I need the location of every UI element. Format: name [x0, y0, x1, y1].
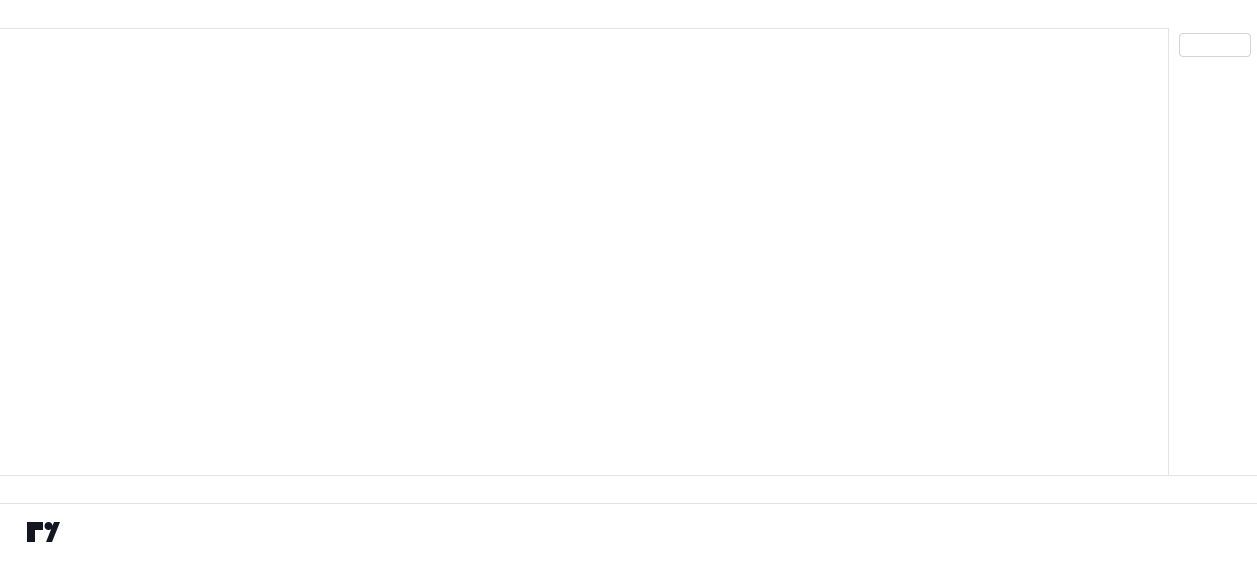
bb-legend-row[interactable] [16, 68, 52, 85]
indicator-legend [16, 34, 52, 85]
tradingview-logo-icon [27, 522, 60, 542]
symbol-price-tag [1124, 0, 1176, 17]
footer-bar [0, 503, 1257, 561]
last-price-tag [1178, 0, 1242, 17]
time-axis[interactable] [0, 475, 1257, 504]
currency-toggle-button[interactable] [1179, 33, 1251, 57]
chart-canvas[interactable] [0, 0, 1168, 503]
symbol-legend-row[interactable] [16, 34, 52, 51]
tradingview-logo-link[interactable] [26, 517, 70, 547]
header-divider [0, 28, 1257, 29]
ichimoku-legend-row[interactable] [16, 51, 52, 68]
price-axis[interactable] [1168, 28, 1257, 503]
